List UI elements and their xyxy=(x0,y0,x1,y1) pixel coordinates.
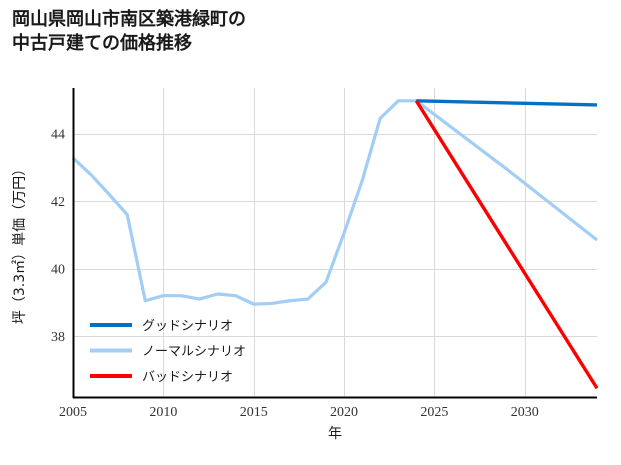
series-line-バッドシナリオ xyxy=(414,99,599,390)
x-tick-label-2010: 2010 xyxy=(149,405,177,420)
x-tick-label-2005: 2005 xyxy=(59,405,87,420)
y-tick-label-44: 44 xyxy=(51,128,65,143)
axis-spines xyxy=(72,88,597,399)
y-tick-labels: 38 40 42 44 xyxy=(51,128,65,346)
series-lines xyxy=(71,99,599,390)
legend-label-0: グッドシナリオ xyxy=(142,319,233,334)
series-line-グッドシナリオ xyxy=(416,99,598,107)
x-tick-label-2025: 2025 xyxy=(420,405,448,420)
y-gridlines xyxy=(73,134,597,337)
y-axis-title: 坪（3.3㎡）単価（万円） xyxy=(12,162,28,324)
y-tick-label-42: 42 xyxy=(51,195,65,210)
y-tick-label-38: 38 xyxy=(51,330,65,345)
legend-item-0[interactable]: グッドシナリオ xyxy=(90,319,233,334)
page-title: 岡山県岡山市南区築港緑町の 中古戸建ての価格推移 xyxy=(12,9,246,55)
legend-item-2[interactable]: バッドシナリオ xyxy=(90,370,233,385)
legend-item-1[interactable]: ノーマルシナリオ xyxy=(90,345,246,360)
x-tick-label-2020: 2020 xyxy=(330,405,358,420)
x-tick-label-2015: 2015 xyxy=(240,405,268,420)
x-axis-title: 年 xyxy=(328,426,342,442)
series-line-ノーマルシナリオ xyxy=(71,99,598,306)
x-tick-label-2030: 2030 xyxy=(511,405,539,420)
x-tick-labels: 2005 2010 2015 2020 2025 2030 xyxy=(59,405,539,420)
legend-label-2: バッドシナリオ xyxy=(142,370,233,385)
y-tick-label-40: 40 xyxy=(51,263,65,278)
legend-label-1: ノーマルシナリオ xyxy=(142,345,246,360)
x-gridlines xyxy=(73,88,526,397)
